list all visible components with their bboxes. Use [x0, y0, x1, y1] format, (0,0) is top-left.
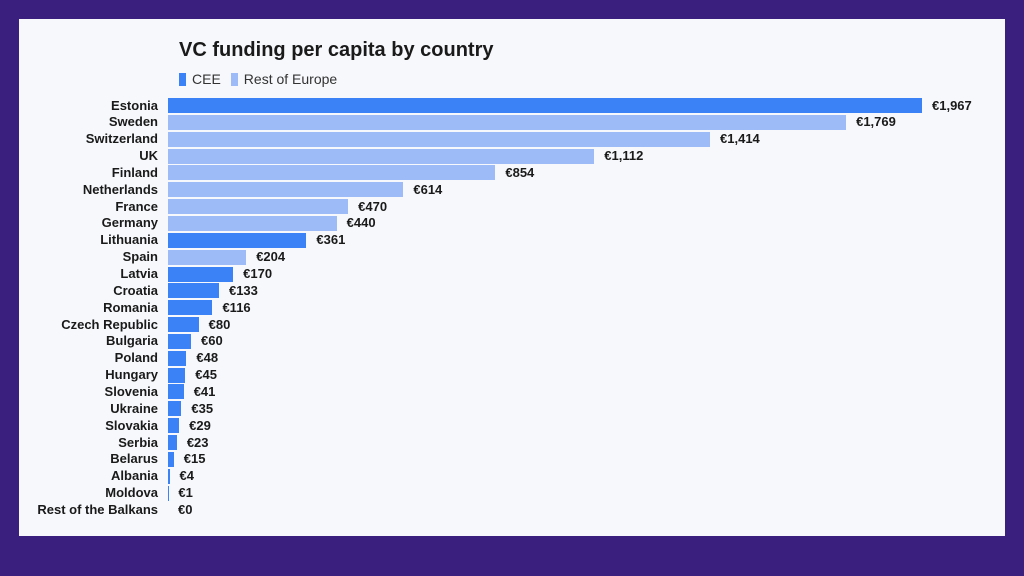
value-label-latvia: €170: [243, 266, 273, 281]
bar-finland: [168, 165, 496, 181]
value-label-hungary: €45: [195, 367, 217, 383]
category-label-spain: Spain: [122, 249, 158, 265]
category-label-albania: Albania: [111, 468, 158, 484]
category-label-moldova: Moldova: [105, 485, 158, 501]
category-label-romania: Romania: [103, 299, 158, 315]
bar-romania: [168, 300, 213, 316]
category-label-rest-of-the-balkans: Rest of the Balkans: [37, 501, 158, 517]
bar-serbia: [168, 435, 177, 450]
category-label-lithuania: Lithuania: [100, 232, 158, 248]
category-label-ukraine: Ukraine: [110, 400, 158, 416]
value-label-poland: €48: [196, 350, 219, 366]
value-label-germany: €440: [346, 215, 376, 231]
category-label-latvia: Latvia: [120, 266, 158, 281]
category-label-germany: Germany: [101, 215, 158, 231]
bar-sweden: [168, 114, 847, 130]
value-label-france: €470: [358, 198, 388, 214]
value-label-bulgaria: €60: [200, 333, 223, 349]
category-label-bulgaria: Bulgaria: [105, 333, 158, 349]
bar-estonia: [168, 98, 922, 113]
category-label-uk: UK: [139, 148, 158, 164]
value-label-finland: €854: [505, 164, 535, 180]
bar-hungary: [168, 367, 186, 383]
bar-germany: [168, 215, 337, 231]
category-label-switzerland: Switzerland: [85, 131, 158, 147]
category-label-belarus: Belarus: [110, 451, 158, 467]
value-label-ukraine: €35: [191, 400, 214, 416]
legend-swatch-cee: [179, 72, 186, 86]
bar-albania: [168, 468, 170, 484]
bar-poland: [168, 350, 187, 366]
bar-ukraine: [168, 401, 182, 417]
bar-uk: [168, 148, 595, 164]
category-label-finland: Finland: [111, 164, 158, 180]
bar-spain: [168, 249, 247, 265]
bar-lithuania: [168, 232, 307, 248]
value-label-belarus: €15: [183, 451, 206, 467]
category-label-poland: Poland: [114, 350, 158, 366]
value-label-slovenia: €41: [193, 383, 216, 399]
value-label-spain: €204: [256, 249, 286, 265]
category-label-estonia: Estonia: [111, 97, 158, 113]
bar-czech-republic: [168, 317, 199, 333]
value-label-switzerland: €1,414: [720, 131, 760, 147]
bar-croatia: [168, 283, 219, 299]
legend-swatch-rest-of-europe: [230, 72, 238, 86]
bar-bulgaria: [168, 333, 191, 349]
category-label-france: France: [115, 198, 158, 214]
value-label-lithuania: €361: [316, 232, 346, 248]
bar-latvia: [168, 266, 234, 282]
value-label-rest-of-the-balkans: €0: [178, 501, 193, 517]
category-label-croatia: Croatia: [113, 282, 158, 298]
value-label-estonia: €1,967: [932, 97, 972, 113]
legend-label-cee: CEE: [192, 71, 221, 87]
chart-title: VC funding per capita by country: [179, 39, 494, 61]
bar-switzerland: [168, 131, 711, 147]
value-label-netherlands: €614: [413, 181, 443, 197]
bar-france: [168, 199, 349, 215]
bar-slovenia: [168, 384, 184, 400]
category-label-slovakia: Slovakia: [105, 417, 158, 433]
value-label-albania: €4: [179, 468, 194, 484]
legend-item-cee: CEE: [179, 71, 221, 87]
value-label-czech-republic: €80: [208, 316, 231, 332]
value-label-sweden: €1,769: [856, 114, 896, 130]
value-label-slovakia: €29: [189, 417, 211, 433]
category-label-serbia: Serbia: [118, 434, 158, 450]
bar-slovakia: [168, 418, 180, 434]
chart-card: VC funding per capita by country CEE Res…: [19, 19, 1005, 536]
legend: CEE Rest of Europe: [179, 71, 347, 87]
legend-item-rest-of-europe: Rest of Europe: [230, 71, 338, 87]
legend-label-rest-of-europe: Rest of Europe: [243, 71, 338, 87]
bar-netherlands: [168, 182, 404, 198]
category-label-sweden: Sweden: [108, 114, 158, 130]
value-label-moldova: €1: [178, 485, 193, 501]
category-label-slovenia: Slovenia: [104, 383, 158, 399]
value-label-romania: €116: [222, 299, 251, 315]
bar-belarus: [168, 451, 174, 467]
value-label-uk: €1,112: [604, 148, 644, 164]
value-label-croatia: €133: [228, 282, 258, 298]
value-label-serbia: €23: [186, 434, 209, 450]
category-label-hungary: Hungary: [105, 367, 158, 383]
bar-plot-area: Estonia €1,967 Sweden €1,769 Switzerland €1,4…: [19, 19, 1005, 536]
category-label-netherlands: Netherlands: [82, 181, 158, 197]
category-label-czech-republic: Czech Republic: [61, 316, 158, 332]
